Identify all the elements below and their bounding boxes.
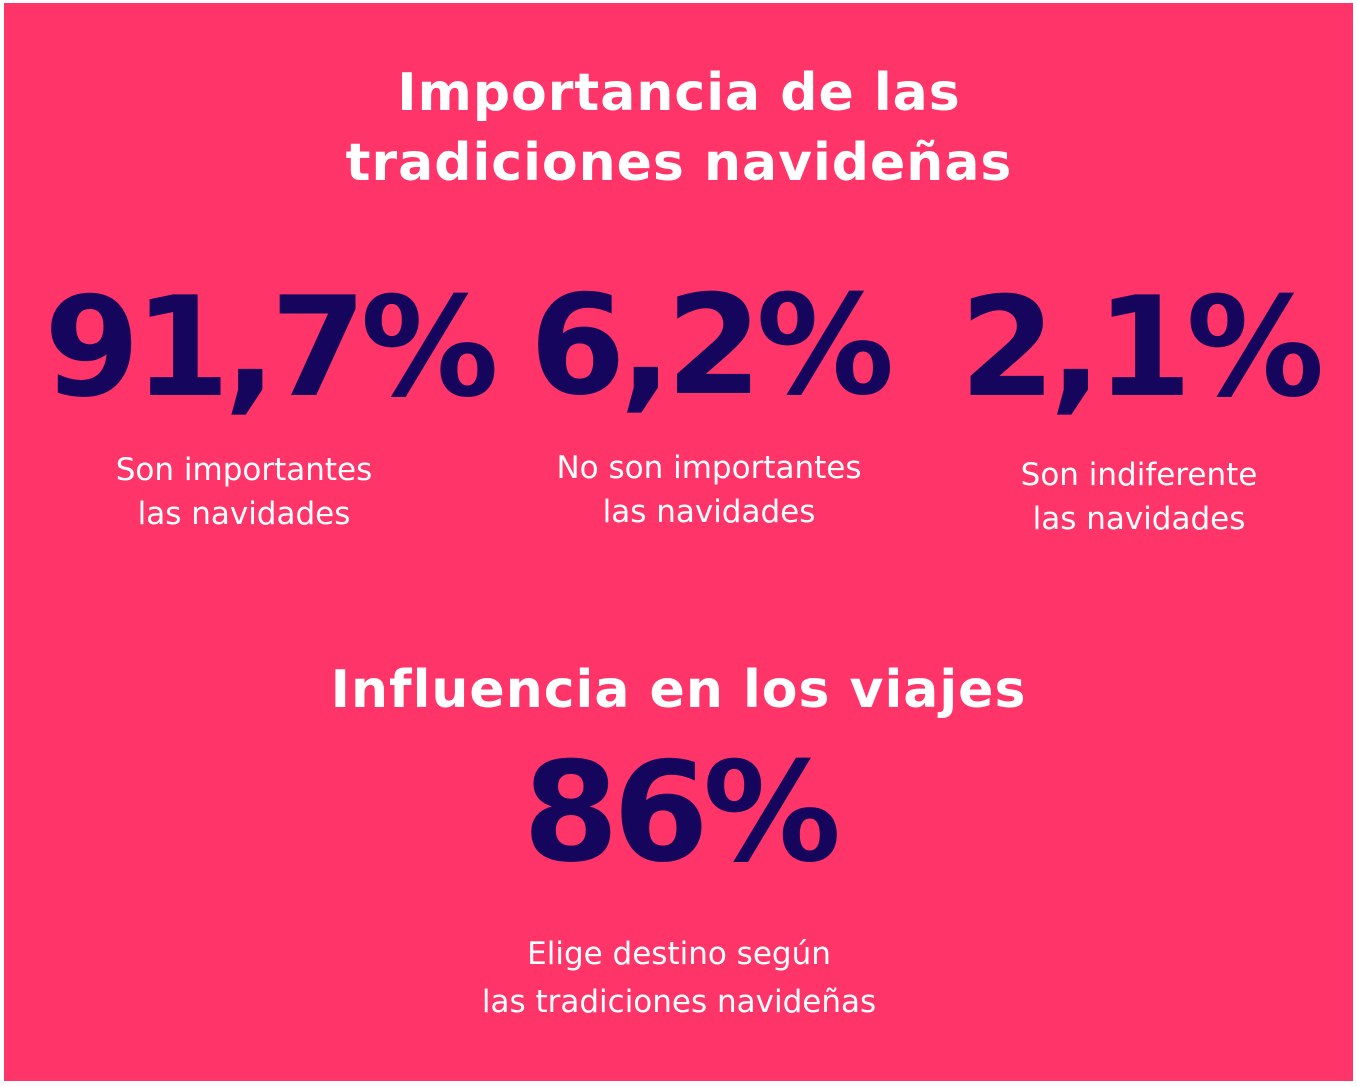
stat-label-line1: Son indiferente [1020, 457, 1258, 493]
stat-value: 6,2% [529, 265, 895, 426]
stat-label-line2: las navidades [602, 494, 816, 530]
stat-important: 91,7% Son importantes las navidades [44, 267, 499, 536]
stat-value: 86% [522, 732, 841, 893]
stat-label-line1: Elige destino según [527, 936, 831, 972]
stat-label-line2: las navidades [137, 496, 351, 532]
section-title-traditions: Importancia de las tradiciones navideñas [345, 63, 1013, 193]
stat-travel: 86% Elige destino según las tradiciones … [379, 738, 979, 1026]
stat-label-line2: las navidades [1032, 501, 1246, 537]
stat-value: 91,7% [44, 267, 499, 428]
stat-label-line1: No son importantes [556, 450, 862, 486]
stat-indifferent: 2,1% Son indiferente las navidades [939, 273, 1339, 541]
stat-value: 2,1% [959, 267, 1325, 428]
stat-not-important: 6,2% No son importantes las navidades [509, 271, 909, 534]
stat-label-line2: las tradiciones navideñas [481, 984, 877, 1020]
stat-label-line1: Son importantes [115, 452, 373, 488]
section-title-travel: Influencia en los viajes [330, 660, 1027, 720]
infographic-panel: Importancia de las tradiciones navideñas… [4, 3, 1353, 1081]
